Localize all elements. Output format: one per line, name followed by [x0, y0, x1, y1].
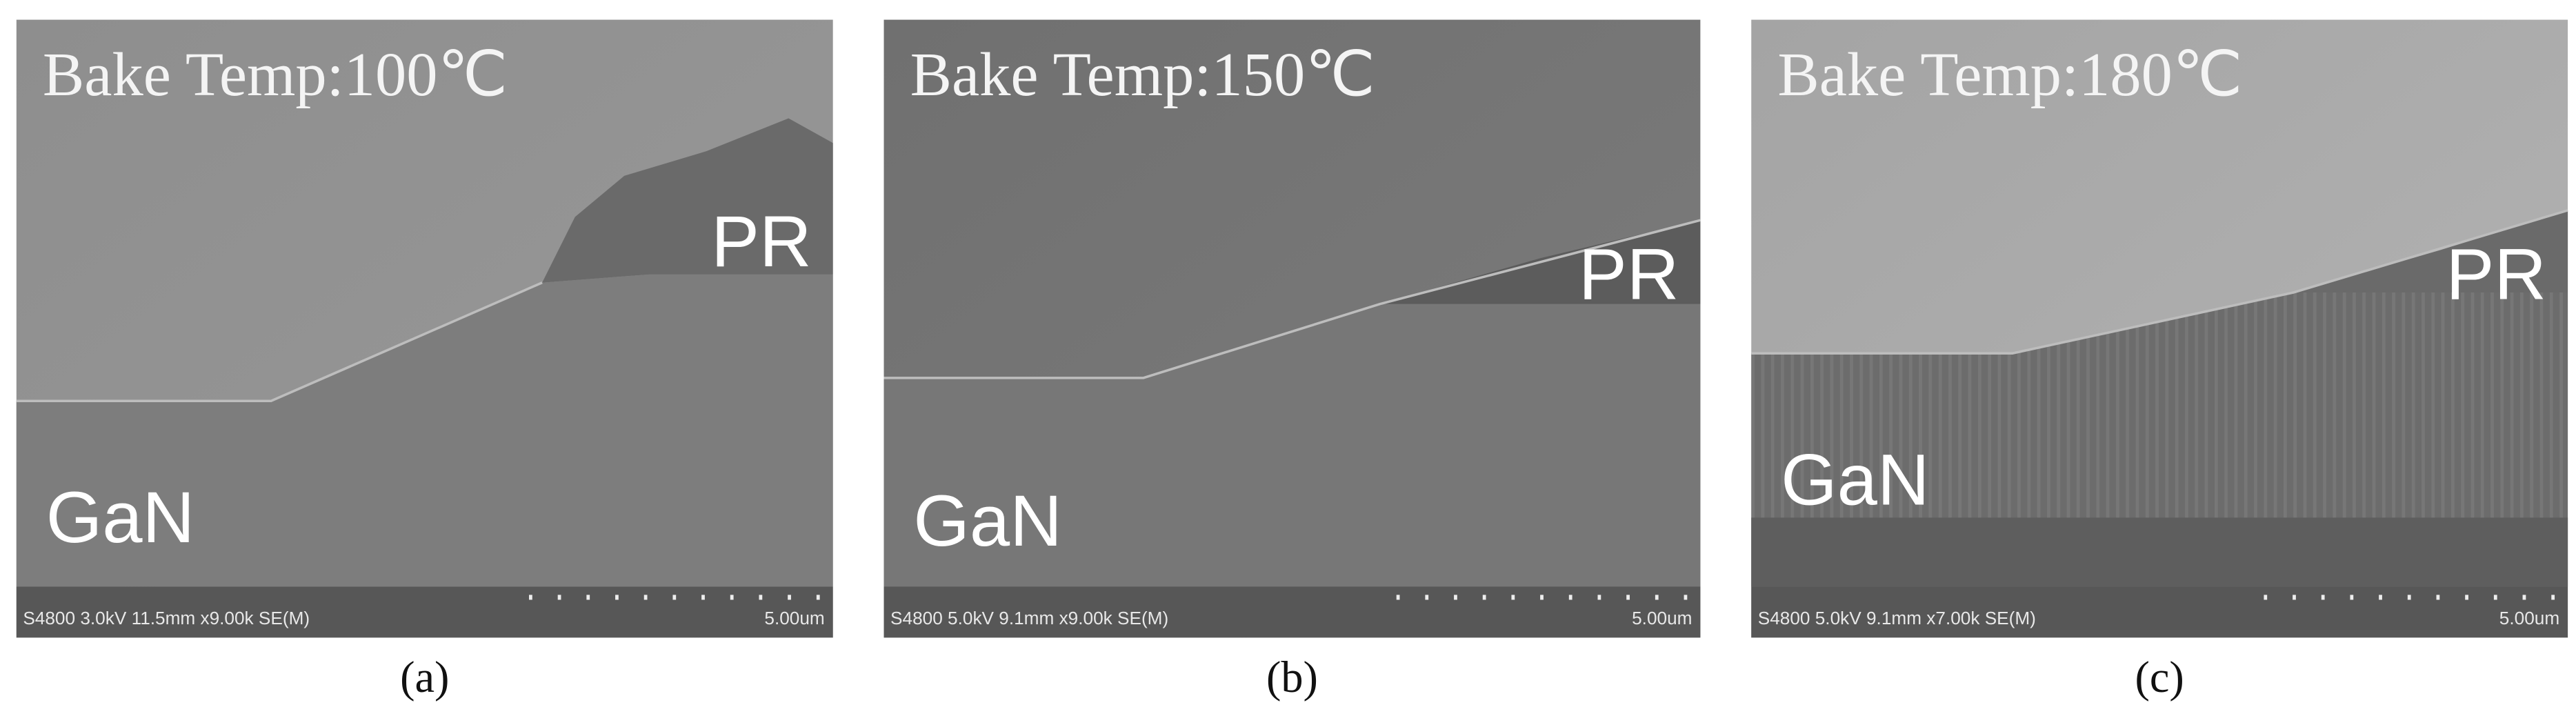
scale-dot	[1454, 595, 1457, 600]
sem-panel: Bake Temp:100℃ PR GaN S4800 3.0kV 11.5mm x9…	[16, 19, 833, 638]
scale-dot	[701, 595, 705, 600]
scale-dot	[529, 595, 532, 600]
gan-layer	[883, 304, 1701, 587]
panel-caption: (a)	[400, 653, 449, 702]
panel-caption: (b)	[1266, 653, 1318, 702]
panel-title: Bake Temp:100℃	[43, 39, 508, 109]
scale-dot	[1482, 595, 1486, 600]
scale-label: 5.00um	[1632, 608, 1692, 628]
sem-panel: Bake Temp:180℃ PR GaN S4800 5.0kV 9.1mm x7.…	[1751, 19, 2568, 638]
scale-dot	[1425, 595, 1429, 600]
scale-dot	[643, 595, 648, 600]
info-bar	[16, 586, 833, 638]
sem-panel: Bake Temp:150℃ PR GaN S4800 5.0kV 9.1mm x9.…	[883, 19, 1701, 638]
scale-dot	[2407, 595, 2411, 600]
scale-dot	[2522, 595, 2526, 600]
scale-dot	[788, 595, 791, 600]
panel-title: Bake Temp:180℃	[1777, 39, 2242, 109]
pr-layer	[2293, 210, 2568, 293]
gan-substrate	[1751, 517, 2568, 587]
interface-edge	[883, 219, 1701, 379]
scale-dot	[1626, 595, 1630, 600]
gan-layer	[16, 274, 833, 587]
scale-dot	[615, 595, 619, 600]
gan-layer	[1751, 292, 2568, 587]
scale-dot	[2379, 595, 2382, 600]
scale-dot	[816, 595, 820, 600]
scale-dot	[2436, 595, 2440, 600]
scale-dot	[557, 595, 561, 600]
scale-dot	[1540, 595, 1544, 600]
scale-dot	[759, 595, 763, 600]
panel-caption: (c)	[2135, 653, 2184, 702]
scale-dot	[672, 595, 677, 600]
scale-dot	[2465, 595, 2468, 600]
scale-dot	[1568, 595, 1572, 600]
scale-dot	[1511, 595, 1515, 600]
scale-dot	[730, 595, 734, 600]
scale-dot	[1396, 595, 1400, 600]
info-bar	[1751, 586, 2568, 638]
scale-dot	[1684, 595, 1688, 600]
info-bar	[883, 586, 1701, 638]
panel-title: Bake Temp:150℃	[910, 39, 1375, 109]
gan-label: GaN	[1781, 439, 1929, 520]
scale-dot	[2493, 595, 2497, 600]
scale-label: 5.00um	[2499, 608, 2559, 628]
scale-dot	[2551, 595, 2555, 600]
interface-edge	[1751, 209, 2568, 355]
sem-info: S4800 5.0kV 9.1mm x9.00k SE(M)	[890, 608, 1168, 628]
interface-edge	[16, 281, 543, 403]
scale-dot	[1597, 595, 1601, 600]
pr-label: PR	[1579, 235, 1679, 315]
sem-info: S4800 3.0kV 11.5mm x9.00k SE(M)	[23, 608, 310, 628]
gan-label: GaN	[46, 477, 194, 558]
scale-dot	[2350, 595, 2354, 600]
pr-label: PR	[2446, 235, 2547, 315]
scale-dot	[2264, 595, 2268, 600]
pr-label: PR	[711, 201, 812, 282]
sem-info: S4800 5.0kV 9.1mm x7.00k SE(M)	[1758, 608, 2036, 628]
pr-layer	[542, 118, 833, 283]
scale-dot	[586, 595, 590, 600]
scale-label: 5.00um	[764, 608, 824, 628]
gan-label: GaN	[913, 481, 1061, 562]
scale-dot	[2321, 595, 2325, 600]
scale-dot	[1655, 595, 1659, 600]
scale-dot	[2293, 595, 2296, 600]
